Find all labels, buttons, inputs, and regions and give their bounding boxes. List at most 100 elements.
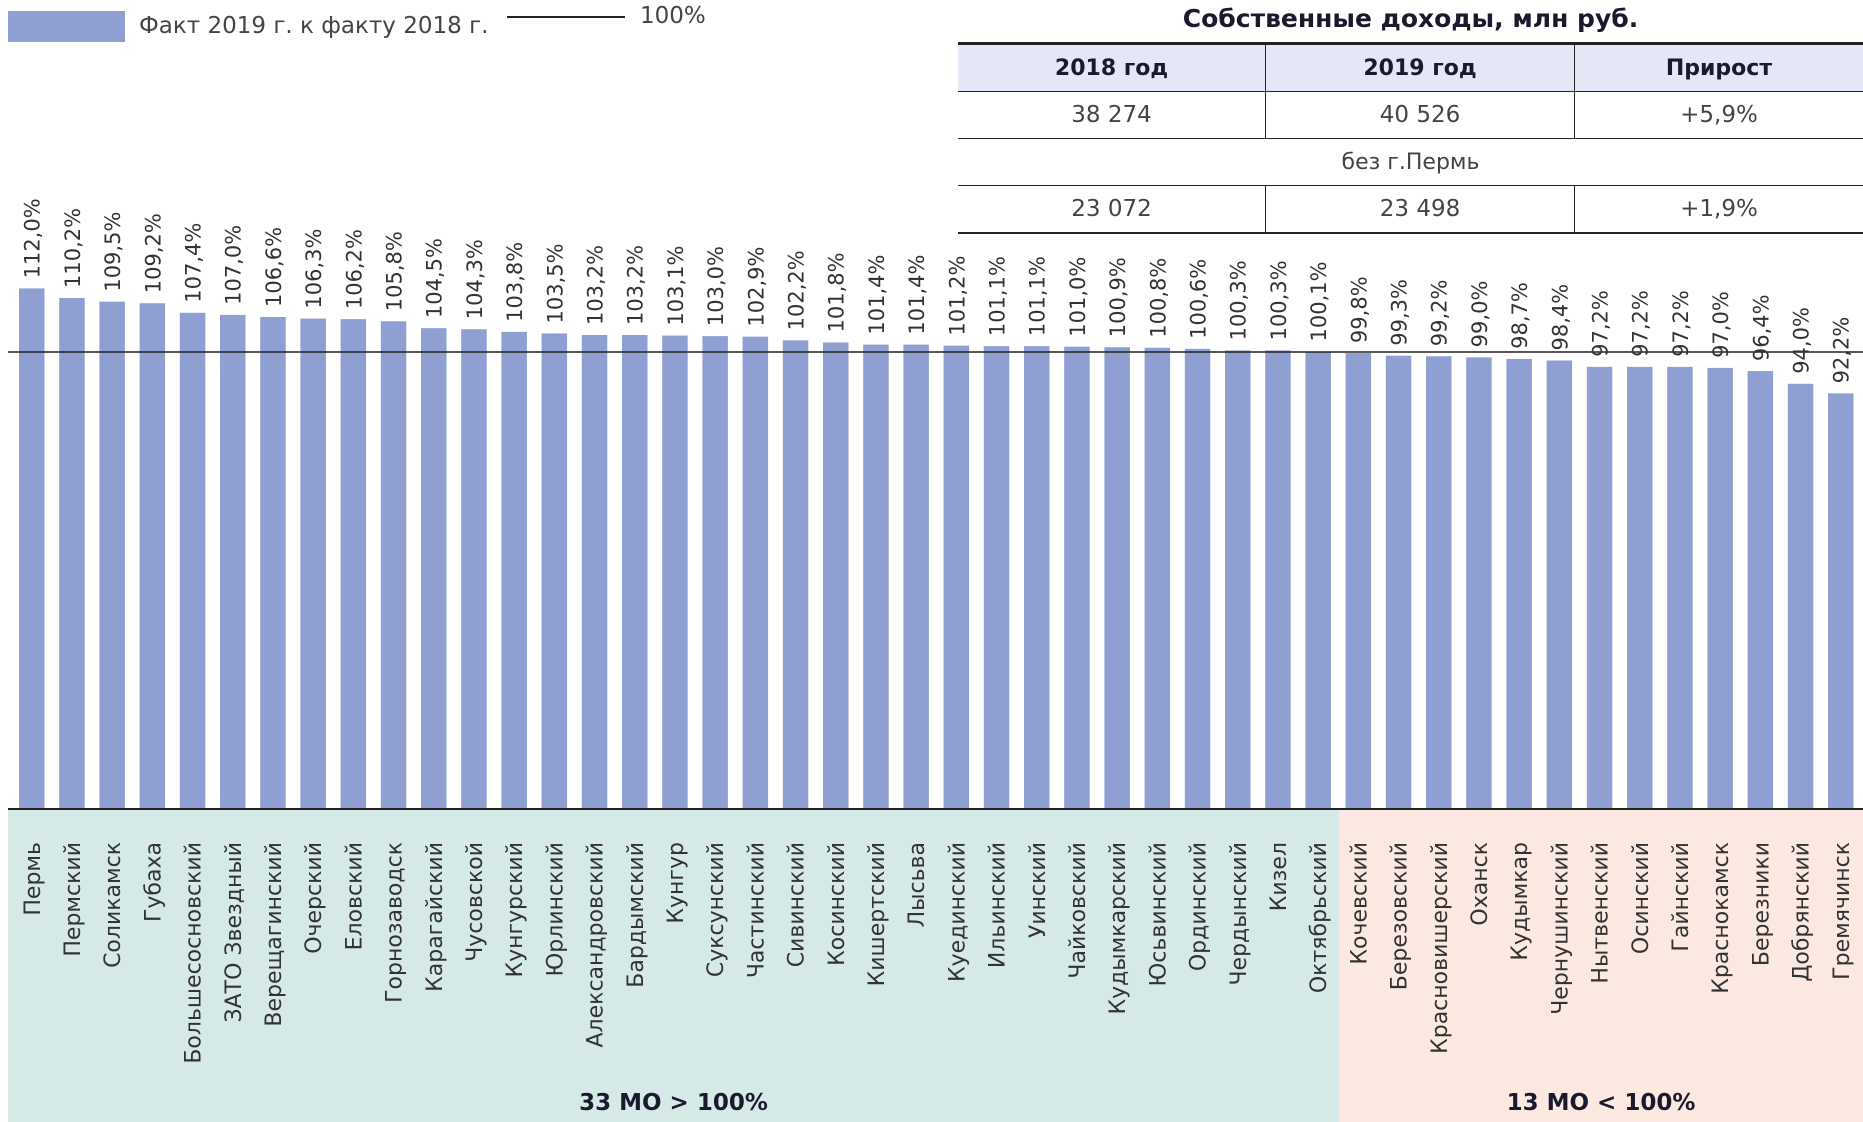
value-label-20: 102,2% (785, 250, 809, 330)
header-growth: Прирост (1573, 42, 1863, 92)
value-label-32: 100,3% (1267, 260, 1291, 340)
bar-34 (1345, 353, 1372, 809)
bar-21 (823, 342, 849, 809)
category-label-44: Березники (1749, 842, 1774, 966)
category-label-36: Красновишерский (1428, 842, 1453, 1054)
value-label-40: 97,2% (1589, 290, 1613, 357)
note-excluding-perm: без г.Пермь (958, 138, 1863, 186)
bar-27 (1064, 346, 1090, 809)
value-label-2: 110,2% (61, 208, 85, 288)
excl-2019: 23 498 (1265, 185, 1575, 234)
category-label-23: Лысьва (905, 842, 930, 927)
value-label-3: 109,5% (101, 212, 125, 292)
legend-bar-swatch (8, 10, 125, 42)
category-label-35: Березовский (1388, 842, 1413, 990)
value-label-43: 97,0% (1709, 291, 1733, 358)
value-label-22: 101,4% (865, 255, 889, 335)
category-label-22: Кишертский (865, 842, 890, 986)
category-label-27: Чайковский (1066, 842, 1091, 979)
income-table: 2018 год 2019 год Прирост 38 274 40 526 … (958, 42, 1863, 234)
bar-37 (1466, 357, 1492, 809)
value-label-7: 106,6% (262, 227, 286, 307)
value-label-34: 99,8% (1347, 276, 1371, 343)
category-label-5: Большесосновский (182, 842, 207, 1064)
bar-42 (1667, 366, 1693, 809)
category-label-10: Горнозаводск (383, 842, 408, 1003)
bar-23 (903, 344, 929, 809)
value-label-28: 100,9% (1106, 257, 1130, 337)
header-2019: 2019 год (1265, 42, 1575, 92)
category-label-1: Пермь (21, 842, 46, 916)
category-label-32: Кизел (1267, 842, 1292, 911)
bar-45 (1787, 383, 1814, 809)
category-label-25: Ильинский (986, 842, 1011, 968)
category-label-12: Чусовской (463, 842, 488, 962)
group-band-below (1339, 809, 1863, 1122)
bar-41 (1627, 366, 1653, 809)
legend: Факт 2019 г. к факту 2018 г. (8, 10, 488, 42)
value-label-13: 103,8% (503, 242, 527, 322)
value-label-44: 96,4% (1749, 294, 1773, 361)
value-label-27: 101,0% (1066, 257, 1090, 337)
category-label-31: Чердынский (1227, 842, 1252, 986)
value-label-39: 98,4% (1548, 284, 1572, 351)
category-label-38: Кудымкар (1508, 842, 1533, 961)
category-label-16: Бардымский (624, 842, 649, 988)
category-label-33: Октябрьский (1307, 842, 1332, 993)
value-label-24: 101,2% (945, 256, 969, 336)
bar-18 (702, 336, 728, 809)
value-label-1: 112,0% (21, 198, 45, 278)
income-table-row-excl: 23 072 23 498 +1,9% (958, 185, 1863, 234)
category-label-13: Кунгурский (503, 842, 528, 978)
group-label-below: 13 МО < 100% (1507, 1090, 1696, 1116)
bar-8 (300, 318, 326, 809)
total-2019: 40 526 (1265, 91, 1575, 139)
bar-25 (983, 346, 1010, 809)
bar-3 (99, 301, 125, 809)
income-table-row-total: 38 274 40 526 +5,9% (958, 91, 1863, 139)
legend-reference-label: 100% (640, 3, 706, 29)
value-label-6: 107,0% (222, 225, 246, 305)
bar-46 (1828, 393, 1854, 809)
bar-19 (742, 336, 769, 809)
bar-4 (139, 303, 166, 809)
category-label-21: Косинский (825, 842, 850, 966)
total-growth: +5,9% (1573, 91, 1863, 139)
value-label-16: 103,2% (624, 245, 648, 325)
bar-36 (1426, 356, 1452, 809)
bar-31 (1225, 350, 1251, 809)
value-label-15: 103,2% (584, 245, 608, 325)
bar-43 (1707, 367, 1733, 809)
category-label-40: Нытвенский (1589, 842, 1614, 984)
category-label-8: Очерский (302, 842, 327, 954)
value-label-8: 106,3% (302, 229, 326, 309)
category-label-9: Еловский (342, 842, 367, 950)
value-label-31: 100,3% (1227, 260, 1251, 340)
category-label-41: Осинский (1629, 842, 1654, 954)
bar-14 (541, 333, 568, 809)
category-label-28: Кудымкарский (1106, 842, 1131, 1015)
value-label-38: 98,7% (1508, 282, 1532, 349)
category-label-39: Чернушинский (1548, 842, 1573, 1015)
value-label-45: 94,0% (1790, 307, 1814, 374)
group-band-above (8, 809, 1339, 1122)
bar-33 (1305, 351, 1331, 809)
bar-6 (220, 314, 246, 809)
value-label-14: 103,5% (543, 243, 567, 323)
category-label-2: Пермский (61, 842, 86, 957)
bar-40 (1586, 366, 1613, 809)
category-label-24: Куединский (945, 842, 970, 982)
income-table-note-row: без г.Пермь (958, 138, 1863, 186)
category-label-15: Александровский (584, 842, 609, 1047)
category-label-46: Гремячинск (1830, 842, 1855, 980)
value-label-17: 103,1% (664, 245, 688, 325)
bar-26 (1024, 346, 1050, 809)
bar-29 (1144, 347, 1171, 809)
value-label-35: 99,3% (1388, 279, 1412, 346)
value-label-46: 92,2% (1830, 317, 1854, 384)
income-table-header-row: 2018 год 2019 год Прирост (958, 42, 1863, 92)
bar-17 (662, 335, 688, 809)
bar-28 (1104, 347, 1130, 809)
total-2018: 38 274 (958, 91, 1266, 139)
